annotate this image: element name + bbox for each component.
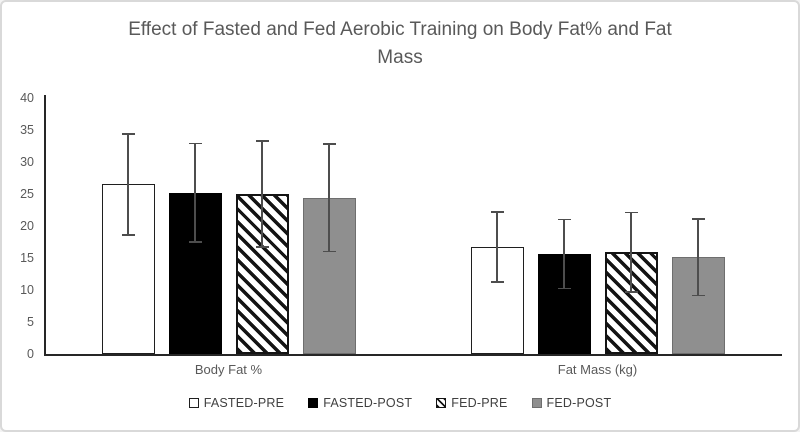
legend-swatch-black-icon bbox=[308, 398, 319, 408]
error-bar-cap-bottom bbox=[188, 241, 202, 243]
error-bar-stem bbox=[496, 211, 498, 283]
error-bar-stem bbox=[697, 218, 699, 297]
y-tick-label: 10 bbox=[20, 283, 34, 297]
legend-item-fed-post: FED-POST bbox=[531, 396, 612, 410]
legend-item-fasted-post: FASTED-POST bbox=[308, 396, 412, 410]
category-label: Body Fat % bbox=[194, 362, 263, 377]
error-bar-cap-bottom bbox=[490, 281, 504, 283]
y-tick-label: 35 bbox=[20, 123, 34, 137]
y-tick-label: 20 bbox=[20, 219, 34, 233]
error-bar-stem bbox=[127, 133, 129, 236]
legend-label: FED-PRE bbox=[451, 396, 508, 410]
chart-title-line-2: Mass bbox=[377, 47, 423, 68]
chart-title: Effect of Fasted and Fed Aerobic Trainin… bbox=[2, 16, 798, 72]
error-bar-cap-top bbox=[255, 140, 269, 142]
legend-swatch-hatch-icon bbox=[436, 398, 447, 408]
y-tick-label: 40 bbox=[20, 91, 34, 105]
y-tick-label: 15 bbox=[20, 251, 34, 265]
error-bar-cap-bottom bbox=[557, 287, 571, 290]
error-bar-stem bbox=[563, 218, 565, 290]
legend-swatch-gray-icon bbox=[531, 398, 542, 408]
legend-swatch-white-icon bbox=[188, 398, 199, 408]
error-bar-cap-top bbox=[322, 143, 336, 145]
error-bar-cap-top bbox=[121, 133, 135, 135]
chart-title-line-1: Effect of Fasted and Fed Aerobic Trainin… bbox=[128, 19, 672, 40]
error-bar-cap-bottom bbox=[121, 234, 135, 236]
legend-item-fed-pre: FED-PRE bbox=[436, 396, 507, 410]
error-bar-cap-bottom bbox=[322, 250, 336, 253]
category-label: Fat Mass (kg) bbox=[557, 362, 638, 377]
x-axis-line bbox=[44, 354, 782, 356]
y-tick-label: 0 bbox=[27, 347, 34, 361]
error-bar-stem bbox=[194, 142, 196, 243]
error-bar-cap-top bbox=[624, 211, 638, 214]
error-bar-stem bbox=[630, 211, 632, 293]
y-axis-line bbox=[44, 95, 46, 354]
error-bar-cap-bottom bbox=[691, 294, 705, 297]
legend-item-fasted-pre: FASTED-PRE bbox=[188, 396, 285, 410]
legend: FASTED-PRE FASTED-POST FED-PRE FED-POST bbox=[2, 394, 798, 412]
error-bar-cap-top bbox=[188, 142, 202, 145]
y-tick-label: 5 bbox=[27, 315, 34, 329]
y-tick-label: 30 bbox=[20, 155, 34, 169]
y-tick-label: 25 bbox=[20, 187, 34, 201]
legend-label: FASTED-POST bbox=[323, 396, 413, 410]
error-bar-cap-top bbox=[557, 218, 571, 221]
error-bar-cap-bottom bbox=[624, 291, 638, 293]
legend-label: FASTED-PRE bbox=[203, 396, 285, 410]
legend-label: FED-POST bbox=[546, 396, 612, 410]
error-bar-cap-top bbox=[490, 211, 504, 213]
error-bar-cap-bottom bbox=[255, 246, 269, 248]
error-bar-stem bbox=[261, 140, 263, 248]
error-bar-cap-top bbox=[691, 218, 705, 220]
error-bar-stem bbox=[328, 143, 330, 253]
